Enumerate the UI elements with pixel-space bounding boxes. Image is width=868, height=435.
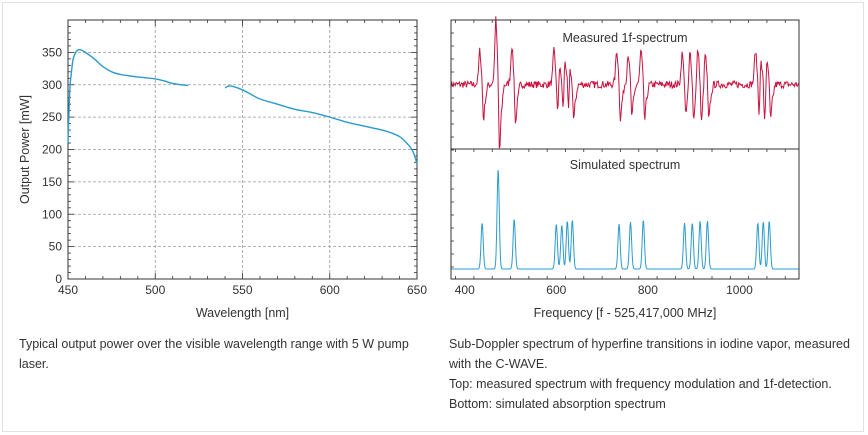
right-caption: Sub-Doppler spectrum of hyperfine transi… xyxy=(449,334,864,414)
right-caption-line-1: Sub-Doppler spectrum of hyperfine transi… xyxy=(449,337,850,371)
y-tick-label: 250 xyxy=(42,110,62,124)
bottom-panel-frame xyxy=(450,148,800,280)
x-tick-label: 1000 xyxy=(726,283,753,297)
top-panel-title: Measured 1f-spectrum xyxy=(562,31,687,45)
y-tick-label: 200 xyxy=(42,143,62,157)
x-tick-label: 550 xyxy=(232,283,252,297)
measured-spectrum-line xyxy=(450,16,800,149)
y-tick-label: 0 xyxy=(55,272,62,286)
x-tick-label: 650 xyxy=(407,283,427,297)
simulated-spectrum-line xyxy=(451,170,799,270)
y-tick-label: 50 xyxy=(49,240,63,254)
iodine-spectrum-chart: 400 600 800 1000 Measured 1f-spectrum Simulat… xyxy=(450,16,800,320)
x-tick-label: 500 xyxy=(145,283,165,297)
right-caption-line-3: Bottom: simulated absorption spectrum xyxy=(449,397,666,411)
left-caption-text: Typical output power over the visible wa… xyxy=(19,337,409,371)
x-tick-label: 600 xyxy=(320,283,340,297)
power-curve-segment-2 xyxy=(224,85,418,164)
x-tick-label: 800 xyxy=(638,283,658,297)
y-tick-label: 350 xyxy=(42,45,62,59)
title-background xyxy=(560,157,690,173)
x-tick-label: 600 xyxy=(546,283,566,297)
x-tick-label: 400 xyxy=(455,283,475,297)
power-vs-wavelength-chart: 450 500 550 600 650 0 50 100 150 200 250 300 350 Wave… xyxy=(18,19,427,320)
y-tick-label: 100 xyxy=(42,207,62,221)
bottom-panel-title: Simulated spectrum xyxy=(570,158,680,172)
x-axis-label: Frequency [f - 525,417,000 MHz] xyxy=(534,306,717,320)
left-caption: Typical output power over the visible wa… xyxy=(19,334,419,374)
y-axis-label: Output Power [mW] xyxy=(18,95,32,204)
plot-frame xyxy=(67,19,418,280)
y-tick-label: 300 xyxy=(42,78,62,92)
x-tick-label: 450 xyxy=(58,283,78,297)
title-background xyxy=(553,30,697,46)
x-axis-label: Wavelength [nm] xyxy=(196,306,289,320)
right-caption-line-2: Top: measured spectrum with frequency mo… xyxy=(449,377,832,391)
power-curve-segment-1 xyxy=(67,48,189,144)
y-tick-label: 150 xyxy=(42,175,62,189)
